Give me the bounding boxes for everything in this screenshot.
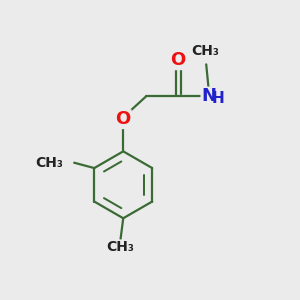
Text: CH₃: CH₃ [106, 240, 134, 254]
Text: N: N [201, 88, 216, 106]
Text: O: O [170, 51, 186, 69]
Text: CH₃: CH₃ [191, 44, 219, 58]
Text: CH₃: CH₃ [35, 156, 63, 170]
Text: O: O [116, 110, 131, 128]
Text: H: H [212, 91, 225, 106]
